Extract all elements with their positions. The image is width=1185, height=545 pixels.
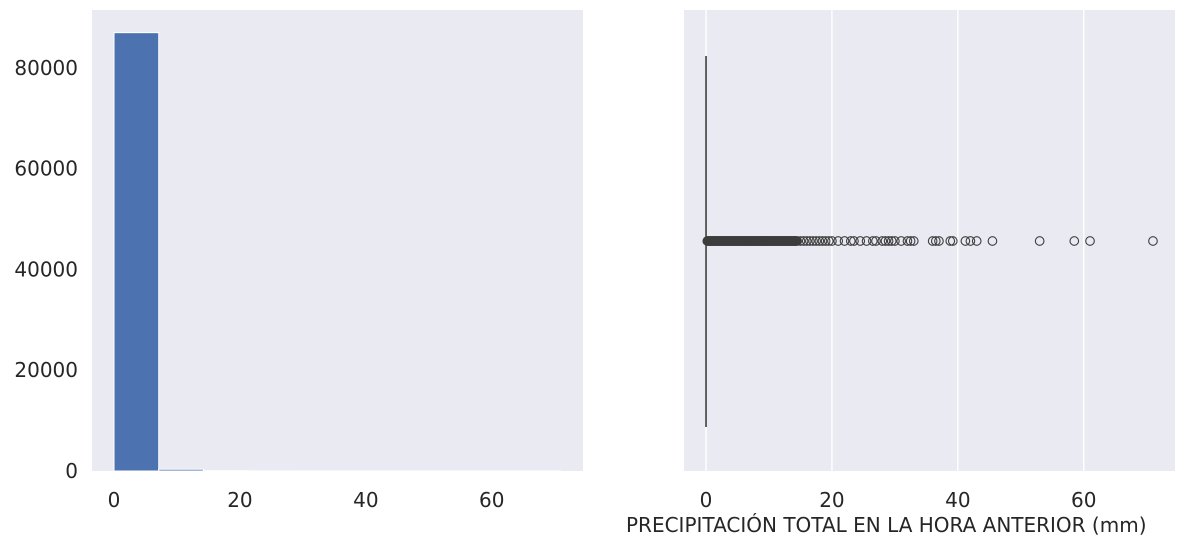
boxplot-outlier bbox=[801, 236, 812, 246]
boxplot-outlier bbox=[890, 236, 900, 246]
boxplot-outlier bbox=[795, 236, 806, 246]
histogram-bar bbox=[113, 32, 160, 472]
boxplot-outlier bbox=[845, 236, 856, 246]
histogram-y-tick-label: 0 bbox=[65, 459, 78, 483]
boxplot-x-tick-label: 0 bbox=[700, 488, 713, 512]
histogram-x-tick-label: 60 bbox=[479, 488, 504, 512]
boxplot-outlier bbox=[811, 236, 822, 246]
boxplot-outlier bbox=[877, 236, 888, 246]
boxplot-outlier bbox=[886, 236, 897, 246]
boxplot-outlier bbox=[1034, 236, 1045, 246]
boxplot-outlier bbox=[808, 236, 818, 246]
histogram-x-tick-label: 20 bbox=[227, 488, 252, 512]
boxplot-outlier bbox=[827, 236, 837, 246]
boxplot-panel: 0 20 40 60 PRECIPITACIÓN TOTAL EN LA HORA A… bbox=[626, 10, 1175, 537]
boxplot-outlier bbox=[839, 236, 850, 246]
boxplot-outlier bbox=[960, 236, 971, 246]
boxplot-outlier bbox=[965, 236, 976, 246]
boxplot-x-tick-label: 20 bbox=[819, 488, 844, 512]
boxplot-outlier bbox=[927, 236, 938, 246]
boxplot-outlier bbox=[823, 236, 834, 246]
boxplot-outlier bbox=[871, 236, 881, 246]
histogram-y-ticks: 0 20000 40000 60000 80000 bbox=[14, 56, 78, 483]
boxplot-outlier bbox=[880, 236, 891, 246]
boxplot-outlier bbox=[861, 236, 872, 246]
boxplot-x-tick-label: 60 bbox=[1071, 488, 1096, 512]
boxplot-outlier bbox=[867, 236, 878, 246]
boxplot-outlier bbox=[820, 236, 831, 246]
histogram-bars bbox=[113, 32, 562, 472]
boxplot-outlier bbox=[849, 236, 859, 246]
histogram-plot-area bbox=[92, 10, 583, 471]
boxplot-outlier bbox=[896, 236, 907, 246]
boxplot-outlier bbox=[833, 236, 844, 246]
boxplot-outlier bbox=[945, 236, 956, 246]
histogram-y-tick-label: 20000 bbox=[14, 358, 78, 382]
boxplot-outlier bbox=[855, 236, 866, 246]
boxplot-outlier bbox=[947, 236, 958, 246]
histogram-panel: 0 20000 40000 60000 80000 0 20 40 60 bbox=[14, 10, 583, 512]
boxplot-outliers bbox=[702, 236, 1158, 246]
boxplot-outlier bbox=[934, 236, 944, 246]
boxplot-outlier bbox=[798, 236, 809, 246]
histogram-x-tick-label: 0 bbox=[108, 488, 121, 512]
boxplot-outlier bbox=[905, 236, 916, 246]
boxplot-x-ticks: 0 20 40 60 bbox=[700, 488, 1097, 512]
boxplot-outlier bbox=[817, 236, 828, 246]
histogram-y-tick-label: 40000 bbox=[14, 257, 78, 281]
boxplot-outlier bbox=[908, 236, 919, 246]
boxplot-x-tick-label: 40 bbox=[945, 488, 970, 512]
boxplot-outlier bbox=[1069, 236, 1080, 246]
boxplot-outlier bbox=[1148, 236, 1158, 246]
histogram-y-tick-label: 80000 bbox=[14, 56, 78, 80]
boxplot-outlier bbox=[792, 236, 803, 246]
boxplot-outlier bbox=[814, 236, 825, 246]
boxplot-outlier bbox=[1085, 236, 1095, 246]
boxplot-outlier bbox=[883, 236, 894, 246]
boxplot-outlier bbox=[902, 236, 913, 246]
histogram-x-ticks: 0 20 40 60 bbox=[108, 488, 505, 512]
boxplot-outlier bbox=[805, 236, 815, 246]
boxplot-outlier bbox=[930, 236, 941, 246]
histogram-x-tick-label: 40 bbox=[353, 488, 378, 512]
boxplot-outlier bbox=[987, 236, 998, 246]
histogram-y-tick-label: 60000 bbox=[14, 157, 78, 181]
boxplot-x-axis-label: PRECIPITACIÓN TOTAL EN LA HORA ANTERIOR … bbox=[626, 513, 1147, 537]
histogram-bar bbox=[158, 468, 204, 472]
boxplot-outlier bbox=[971, 236, 982, 246]
